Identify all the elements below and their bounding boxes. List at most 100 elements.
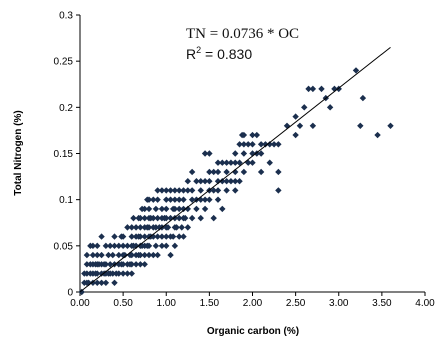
data-point — [197, 178, 204, 185]
data-point — [98, 251, 105, 259]
y-tick-label: 0.05 — [54, 241, 74, 252]
data-point — [83, 270, 91, 277]
data-point — [128, 224, 135, 231]
data-point — [301, 104, 308, 111]
data-point — [171, 242, 179, 250]
r-squared-value: = 0.830 — [201, 46, 252, 62]
data-point — [111, 242, 118, 250]
data-point — [227, 159, 235, 166]
data-point — [109, 251, 116, 259]
x-tick-label: 2.00 — [243, 298, 263, 309]
data-point — [249, 150, 256, 157]
data-point — [154, 214, 161, 222]
x-axis-title: Organic carbon (%) — [207, 326, 299, 337]
data-point — [132, 224, 140, 231]
data-point — [214, 178, 222, 185]
data-point — [124, 242, 131, 250]
x-tick-label: 3.00 — [329, 298, 349, 309]
data-point — [232, 159, 239, 166]
regression-equation: TN = 0.0736 * OC — [186, 26, 299, 42]
data-point — [137, 251, 144, 259]
data-point — [137, 214, 144, 222]
data-point — [145, 242, 153, 250]
data-point — [102, 242, 110, 250]
data-point — [106, 242, 114, 250]
data-point — [180, 205, 187, 213]
data-point — [163, 214, 170, 222]
data-point — [137, 261, 144, 268]
y-tick-label: 0.3 — [59, 11, 73, 22]
data-point — [163, 242, 170, 250]
data-point — [335, 85, 342, 93]
data-point — [171, 214, 179, 222]
data-point — [223, 187, 230, 194]
data-point — [115, 251, 123, 259]
data-point — [219, 178, 226, 185]
data-point — [206, 196, 213, 203]
data-point — [359, 94, 367, 102]
data-point — [266, 141, 273, 148]
y-tick-label: 0.15 — [54, 149, 74, 160]
data-point — [141, 214, 148, 222]
x-tick-label: 2.50 — [286, 298, 306, 309]
data-point — [102, 279, 110, 286]
data-point — [102, 261, 110, 268]
data-point — [78, 288, 85, 296]
data-point — [124, 270, 131, 277]
x-tick-label: 1.00 — [157, 298, 177, 309]
data-point — [232, 178, 239, 185]
y-tick-label: 0.1 — [59, 195, 73, 206]
data-point — [249, 141, 256, 148]
data-point — [130, 214, 137, 222]
x-tick-label: 4.00 — [415, 298, 435, 309]
data-point — [275, 168, 282, 176]
data-point — [201, 150, 209, 157]
data-point — [105, 251, 112, 259]
data-point — [197, 187, 204, 194]
data-point — [309, 85, 317, 93]
data-point — [175, 196, 183, 203]
data-point — [94, 242, 101, 250]
data-point — [167, 187, 174, 194]
data-point — [244, 141, 252, 148]
data-point — [223, 168, 230, 176]
data-point — [270, 141, 278, 148]
data-point — [197, 214, 204, 222]
data-point — [292, 113, 299, 120]
data-point — [197, 196, 204, 203]
data-point — [158, 205, 166, 213]
data-point — [244, 159, 252, 166]
data-point — [83, 261, 91, 268]
data-point — [184, 178, 192, 185]
data-point — [163, 196, 170, 203]
data-point — [145, 205, 153, 213]
data-point — [98, 279, 105, 286]
data-point — [188, 214, 196, 222]
data-point — [163, 233, 170, 240]
data-point — [253, 150, 261, 157]
data-point — [283, 122, 291, 129]
data-point — [94, 270, 101, 277]
data-point — [236, 178, 243, 185]
data-point — [296, 122, 304, 129]
data-point — [128, 270, 135, 277]
data-point — [83, 251, 91, 259]
data-point — [266, 159, 273, 166]
data-point — [167, 251, 174, 259]
data-point — [188, 196, 196, 203]
data-point — [188, 187, 196, 194]
data-point — [182, 214, 189, 222]
data-point — [137, 233, 144, 240]
data-point — [111, 279, 118, 286]
data-point — [232, 187, 239, 194]
data-point — [214, 168, 222, 176]
data-point — [180, 187, 187, 194]
data-point — [158, 233, 166, 240]
data-point — [128, 233, 135, 240]
data-point — [132, 261, 140, 268]
data-point — [180, 196, 187, 203]
data-point — [257, 168, 265, 176]
trendline — [79, 46, 391, 293]
y-tick-label: 0.25 — [54, 57, 74, 68]
